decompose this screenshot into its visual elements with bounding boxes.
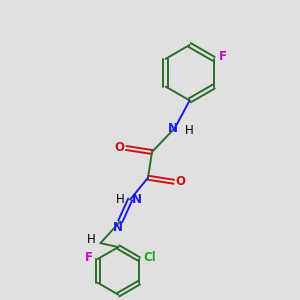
Text: H: H: [185, 124, 194, 137]
Text: H: H: [87, 233, 96, 246]
Text: N: N: [168, 122, 178, 135]
Text: O: O: [114, 140, 124, 154]
Text: Cl: Cl: [144, 251, 157, 265]
Text: O: O: [176, 175, 186, 188]
Text: F: F: [85, 251, 93, 265]
Text: N: N: [113, 221, 123, 234]
Text: F: F: [219, 50, 226, 63]
Text: N: N: [132, 193, 142, 206]
Text: H: H: [116, 193, 125, 206]
